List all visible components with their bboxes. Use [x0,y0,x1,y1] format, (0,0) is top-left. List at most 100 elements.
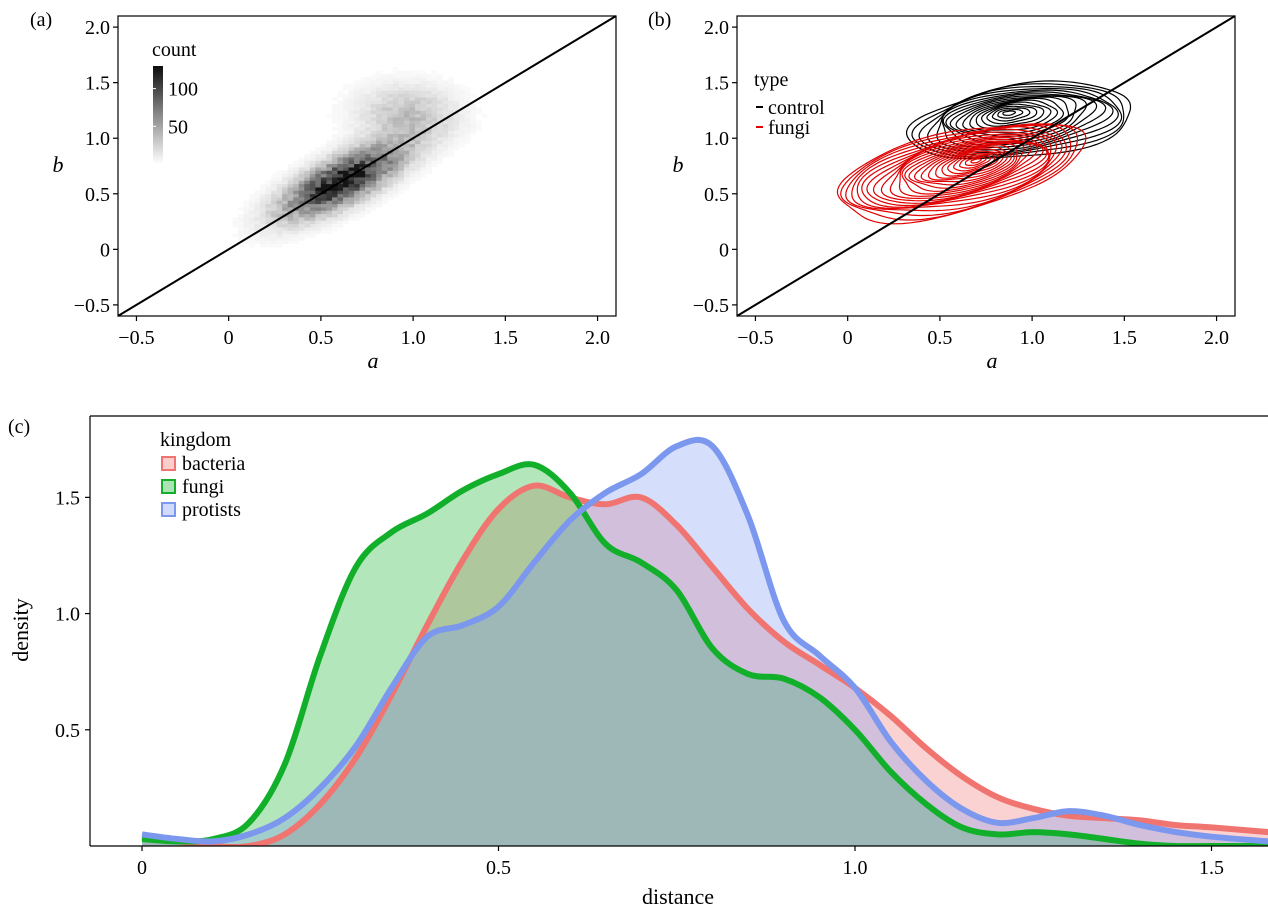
heatmap-cell [287,170,294,175]
panel-c: (c) 0 0.5 1.0 1.5 0.5 1.0 1.5 distance densit… [8,415,1268,909]
heatmap-cell [442,127,449,131]
heatmap-cell [381,143,388,148]
heatmap-cell [381,133,388,138]
heatmap-cell [287,227,294,231]
heatmap-cell [448,117,454,121]
contour-fungi [941,150,1004,177]
heatmap-cell [320,183,327,188]
heatmap-cell [370,97,377,101]
heatmap-cell [414,157,421,161]
heatmap-cell [381,197,388,201]
heatmap-cell [331,117,338,121]
heatmap-cell [271,240,277,245]
heatmap-cell [414,103,421,108]
heatmap-cell [420,120,427,125]
heatmap-cell [392,67,399,71]
heatmap-cell [426,130,432,135]
heatmap-cell [426,110,432,115]
x-tick-label: 2.0 [1204,327,1229,349]
heatmap-cell [387,180,394,185]
heatmap-cell [331,97,338,101]
heatmap-cell [337,123,344,128]
heatmap-cell [376,80,383,85]
heatmap-cell [426,137,432,141]
heatmap-cell [381,97,388,101]
heatmap-cell [304,230,311,235]
heatmap-cell [282,193,288,198]
heatmap-cell [260,237,266,241]
heatmap-cell [409,143,416,148]
heatmap-cell [448,100,454,105]
heatmap-cell [365,167,371,171]
heatmap-cell [276,240,283,245]
heatmap-cell [392,120,399,125]
heatmap-cell [459,93,466,98]
heatmap-cell [403,117,410,121]
heatmap-cell [315,167,322,171]
heatmap-cell [271,183,277,188]
heatmap-cell [387,193,394,198]
contour-control [986,105,1038,125]
heatmap-cell [287,200,294,205]
heatmap-cell [337,150,344,155]
heatmap-cell [370,140,377,145]
heatmap-cell [414,73,421,78]
heatmap-cell [426,97,432,101]
density-areas [141,436,1268,846]
heatmap-cell [326,227,333,231]
heatmap-cell [271,200,277,205]
heatmap-cell [437,97,443,101]
heatmap-cell [431,70,438,75]
contour-fungi [898,138,1044,197]
heatmap-cell [343,170,349,175]
heatmap-cell [348,217,355,221]
heatmap-cell [420,87,427,91]
heatmap-cell [260,183,266,188]
panel-c-y-title: density [8,598,33,662]
heatmap-cell [254,220,261,225]
heatmap-cell [392,103,399,108]
heatmap-cell [387,117,394,121]
heatmap-cell [348,123,355,128]
heatmap-cell [442,120,449,125]
reference-line-a [117,15,617,317]
heatmap-cell [448,83,454,88]
heatmap-cell [343,197,349,201]
heatmap-cell [442,103,449,108]
heatmap-cell [287,193,294,198]
heatmap-cell [304,157,311,161]
heatmap-cell [282,183,288,188]
heatmap-cell [304,183,311,188]
heatmap-cell [459,90,466,95]
heatmap-cell [309,230,316,235]
heatmap-cell [365,150,371,155]
heatmap-cell [442,113,449,118]
heatmap-cell [420,173,427,178]
heatmap-cell [431,137,438,141]
heatmap-cell [448,87,454,91]
heatmap-cell [331,113,338,118]
legend-label-protists: protists [182,499,241,521]
heatmap-cell [298,227,305,231]
heatmap-cell [359,180,366,185]
type-legend: type control fungi [754,69,825,139]
heatmap-cell [359,183,366,188]
heatmap-cell [442,133,449,138]
heatmap-cell [243,220,250,225]
heatmap-cell [459,103,466,108]
heatmap-cell [420,73,427,78]
heatmap-cell [414,107,421,111]
heatmap-cell [365,103,371,108]
heatmap-cell [470,113,477,118]
heatmap-cell [237,227,244,231]
heatmap-cell [359,143,366,148]
heatmap-cell [409,170,416,175]
heatmap-cell [337,210,344,215]
heatmap-cell [426,157,432,161]
heatmap-cell [348,180,355,185]
heatmap-cell [254,200,261,205]
panel-a-y-axis: −0.5 0 0.5 1.0 1.5 2.0 [74,17,118,317]
heatmap-cell [459,87,466,91]
heatmap-cell [475,123,482,128]
heatmap-cell [232,220,239,225]
